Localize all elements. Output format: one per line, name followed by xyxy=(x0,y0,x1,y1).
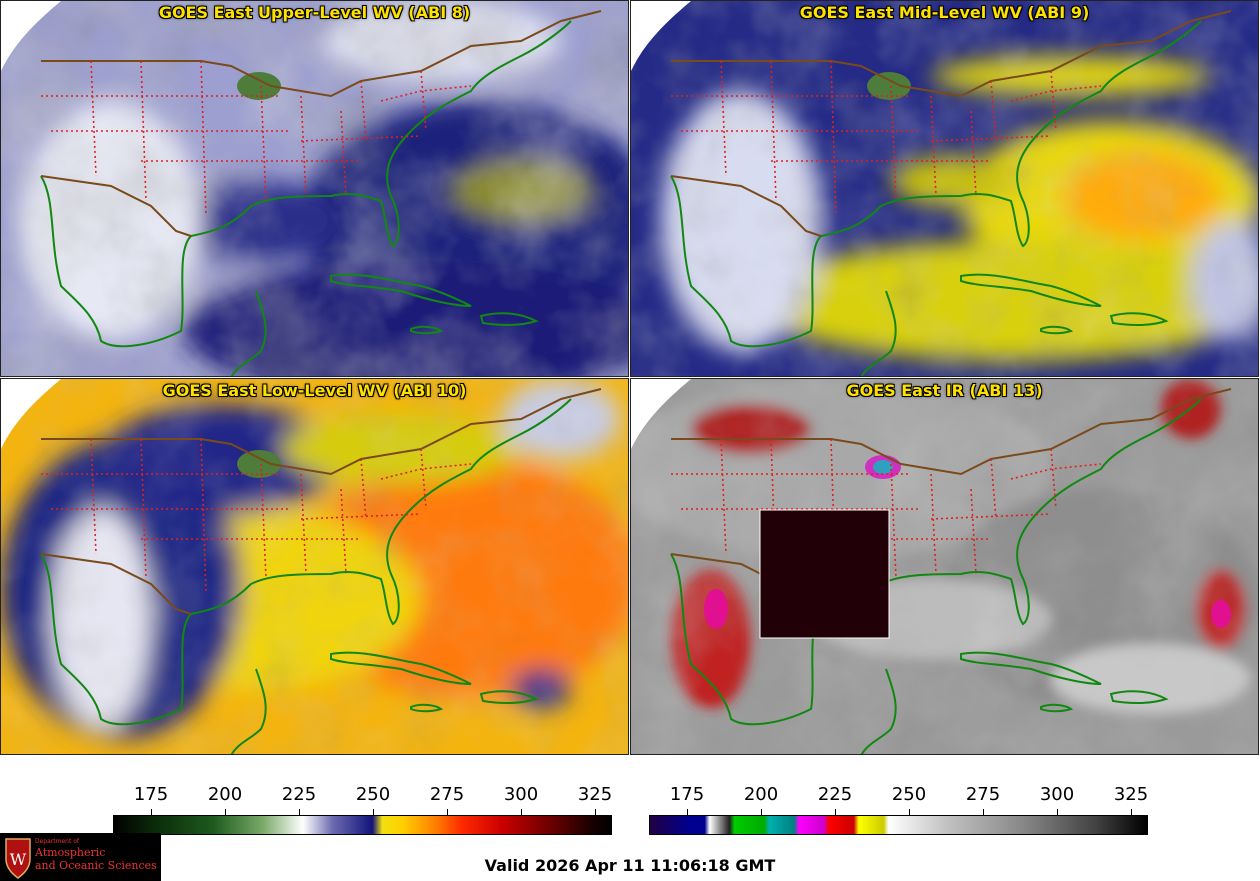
ir-colorbar xyxy=(649,815,1148,835)
tick-label: 300 xyxy=(1039,784,1075,805)
ir-imagery xyxy=(631,379,1258,754)
panel-title: GOES East Mid-Level WV (ABI 9) xyxy=(799,3,1090,22)
logo-atmospheric: Atmospheric xyxy=(35,846,106,859)
panel-title: GOES East Low-Level WV (ABI 10) xyxy=(162,381,467,400)
tick-label: 300 xyxy=(503,784,539,805)
tick-label: 275 xyxy=(429,784,465,805)
tick-label: 325 xyxy=(1113,784,1149,805)
tick-mark xyxy=(225,809,226,815)
logo-department: Department of xyxy=(35,838,79,845)
tick-mark xyxy=(595,809,596,815)
tick-mark xyxy=(761,809,762,815)
tick-mark xyxy=(1131,809,1132,815)
map-panel-mid-wv: GOES East Mid-Level WV (ABI 9) xyxy=(630,0,1259,377)
tick-mark xyxy=(447,809,448,815)
tick-label: 250 xyxy=(355,784,391,805)
tick-label: 250 xyxy=(891,784,927,805)
tick-label: 225 xyxy=(281,784,317,805)
tick-mark xyxy=(1057,809,1058,815)
tick-mark xyxy=(909,809,910,815)
wv-colorbar xyxy=(113,815,612,835)
tick-mark xyxy=(373,809,374,815)
logo-oceanic: and Oceanic Sciences xyxy=(35,859,157,872)
tick-label: 200 xyxy=(743,784,779,805)
map-panel-low-wv: GOES East Low-Level WV (ABI 10) xyxy=(0,378,629,755)
panel-title: GOES East IR (ABI 13) xyxy=(846,381,1043,400)
tick-label: 175 xyxy=(133,784,169,805)
map-panel-ir: GOES East IR (ABI 13) xyxy=(630,378,1259,755)
tick-mark xyxy=(687,809,688,815)
aos-logo: W Department of Atmospheric and Oceanic … xyxy=(0,833,161,881)
valid-time: Valid 2026 Apr 11 11:06:18 GMT xyxy=(484,856,776,875)
tick-label: 175 xyxy=(669,784,705,805)
upper-wv-imagery xyxy=(1,1,628,376)
mid-wv-imagery xyxy=(631,1,1258,376)
uw-crest-icon: W xyxy=(5,838,31,879)
panel-title: GOES East Upper-Level WV (ABI 8) xyxy=(158,3,471,22)
missing-data-box xyxy=(759,509,890,639)
tick-mark xyxy=(983,809,984,815)
svg-text:W: W xyxy=(10,850,27,869)
map-panel-upper-wv: GOES East Upper-Level WV (ABI 8) xyxy=(0,0,629,377)
tick-label: 275 xyxy=(965,784,1001,805)
tick-label: 325 xyxy=(577,784,613,805)
tick-label: 225 xyxy=(817,784,853,805)
tick-mark xyxy=(835,809,836,815)
tick-mark xyxy=(521,809,522,815)
low-wv-imagery xyxy=(1,379,628,754)
tick-mark xyxy=(151,809,152,815)
tick-label: 200 xyxy=(207,784,243,805)
tick-mark xyxy=(299,809,300,815)
